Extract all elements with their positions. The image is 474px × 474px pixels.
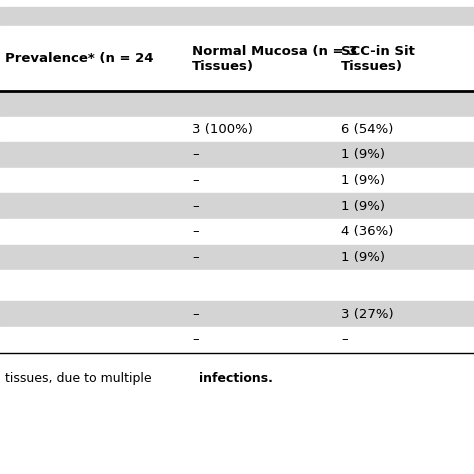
Bar xyxy=(0,7,474,26)
Text: 3 (27%): 3 (27%) xyxy=(341,308,394,321)
Bar xyxy=(0,26,474,91)
Text: SCC-in Sit
Tissues): SCC-in Sit Tissues) xyxy=(341,45,415,73)
Text: 1 (9%): 1 (9%) xyxy=(341,148,385,162)
Text: 1 (9%): 1 (9%) xyxy=(341,200,385,213)
Bar xyxy=(0,168,474,193)
Bar xyxy=(0,117,474,142)
Text: Normal Mucosa (n = 3
Tissues): Normal Mucosa (n = 3 Tissues) xyxy=(192,45,357,73)
Text: –: – xyxy=(192,200,199,213)
Bar xyxy=(0,91,474,117)
Text: –: – xyxy=(192,148,199,162)
Bar xyxy=(0,301,474,327)
Text: –: – xyxy=(192,333,199,346)
Bar xyxy=(0,142,474,168)
Bar xyxy=(0,245,474,270)
Bar xyxy=(0,270,474,296)
Text: –: – xyxy=(192,225,199,238)
Bar xyxy=(0,327,474,353)
Bar xyxy=(0,219,474,245)
Text: 3 (100%): 3 (100%) xyxy=(192,123,253,136)
Text: 1 (9%): 1 (9%) xyxy=(341,174,385,187)
Text: 6 (54%): 6 (54%) xyxy=(341,123,393,136)
Text: tissues, due to multiple: tissues, due to multiple xyxy=(5,372,155,385)
Text: Prevalence* (n = 24: Prevalence* (n = 24 xyxy=(5,52,153,65)
Text: 1 (9%): 1 (9%) xyxy=(341,251,385,264)
Text: –: – xyxy=(192,251,199,264)
Text: –: – xyxy=(192,174,199,187)
Text: infections.: infections. xyxy=(199,372,273,385)
Bar xyxy=(0,193,474,219)
Text: –: – xyxy=(192,308,199,321)
Text: –: – xyxy=(341,333,348,346)
Text: 4 (36%): 4 (36%) xyxy=(341,225,393,238)
